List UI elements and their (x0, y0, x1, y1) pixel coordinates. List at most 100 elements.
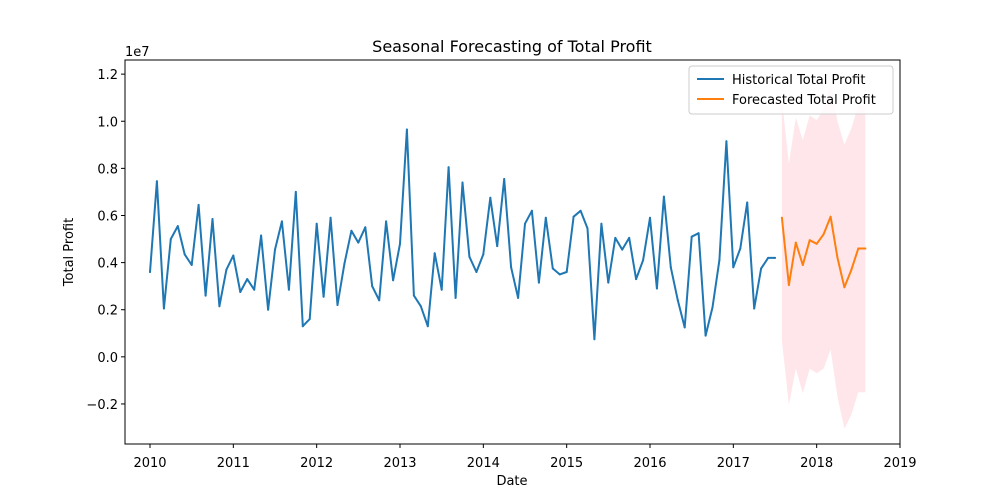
historical-data-point (586, 227, 589, 230)
y-tick-label: 1.2 (97, 68, 118, 83)
forecast-data-point (850, 268, 853, 271)
historical-data-point (371, 285, 374, 288)
historical-data-point (635, 278, 638, 281)
historical-data-point (405, 128, 408, 131)
x-tick-label: 2012 (300, 456, 333, 471)
historical-data-point (149, 271, 151, 273)
historical-data-point (350, 229, 353, 232)
historical-data-point (503, 178, 506, 180)
legend-label-historical: Historical Total Profit (732, 73, 865, 88)
historical-data-point (676, 299, 679, 302)
forecast-data-point (857, 247, 860, 250)
historical-data-point (732, 266, 735, 269)
historical-data-point (760, 267, 763, 270)
historical-data-point (746, 201, 749, 204)
y-tick-label: 0.6 (97, 209, 118, 224)
historical-data-point (433, 252, 436, 255)
forecast-data-point (808, 239, 811, 242)
x-tick-label: 2016 (633, 456, 666, 471)
historical-data-point (232, 254, 235, 257)
historical-data-point (412, 294, 415, 297)
historical-data-point (739, 247, 742, 250)
forecast-data-point (794, 241, 797, 244)
historical-data-point (169, 238, 172, 240)
forecast-data-point (780, 216, 783, 219)
historical-data-point (426, 325, 429, 328)
historical-data-point (260, 234, 263, 237)
historical-data-point (558, 273, 561, 276)
forecast-data-point (843, 286, 846, 289)
forecast-data-point (822, 233, 825, 236)
historical-data-point (336, 304, 339, 306)
x-tick-label: 2013 (383, 456, 416, 471)
historical-data-point (683, 326, 686, 329)
historical-data-point (204, 294, 207, 297)
historical-data-point (711, 306, 714, 309)
historical-data-point (461, 181, 464, 184)
historical-data-point (190, 264, 193, 266)
historical-data-point (753, 307, 756, 310)
forecast-data-point (801, 264, 804, 266)
historical-data-point (364, 226, 367, 229)
historical-data-point (343, 262, 346, 265)
historical-data-point (315, 222, 318, 225)
historical-profit-line (149, 128, 776, 341)
historical-data-point (482, 253, 485, 256)
historical-data-point (607, 281, 610, 284)
historical-data-point (183, 253, 186, 256)
historical-data-point (267, 308, 270, 311)
historical-data-point (662, 195, 665, 198)
y-tick-label: −0.2 (86, 398, 118, 413)
x-tick-label: 2011 (217, 456, 250, 471)
historical-data-point (579, 209, 582, 212)
historical-data-point (322, 295, 325, 298)
historical-data-point (593, 338, 596, 341)
historical-data-point (253, 288, 256, 291)
x-tick-label: 2015 (550, 456, 583, 471)
historical-data-point (537, 281, 540, 284)
y-tick-label: 0.2 (97, 304, 118, 319)
historical-data-point (447, 166, 450, 169)
historical-data-point (544, 216, 547, 219)
forecast-data-point (787, 284, 790, 286)
historical-data-point (329, 216, 332, 219)
x-tick-label: 2014 (467, 456, 500, 471)
historical-data-point (246, 278, 249, 281)
historical-data-point (655, 287, 658, 290)
historical-data-point (357, 241, 360, 244)
historical-data-point (399, 242, 401, 245)
forecast-data-point (864, 247, 867, 250)
historical-data-point (489, 196, 492, 199)
historical-data-point (385, 220, 388, 223)
y-axis-ticks: −0.2 0.0 0.2 0.4 0.6 0.8 1.0 1.2 (86, 68, 125, 413)
historical-data-point (454, 296, 457, 299)
historical-data-point (572, 215, 575, 218)
x-axis-ticks: 2010 2011 2012 2013 2014 2015 2016 2017 2018 2019 (133, 444, 917, 471)
confidence-interval-band (781, 83, 866, 429)
y-offset-label: 1e7 (125, 45, 150, 60)
historical-data-point (419, 305, 422, 308)
historical-data-point (468, 255, 471, 258)
historical-data-point (308, 318, 311, 321)
historical-data-point (718, 259, 721, 262)
historical-data-point (628, 236, 631, 239)
historical-data-point (510, 266, 513, 269)
chart-title: Seasonal Forecasting of Total Profit (372, 37, 652, 56)
x-tick-label: 2017 (717, 456, 750, 471)
historical-data-point (697, 232, 700, 235)
historical-data-point (197, 203, 200, 206)
historical-data-point (565, 271, 568, 273)
x-axis-title: Date (496, 474, 527, 489)
historical-data-point (392, 279, 395, 282)
forecast-data-point (836, 256, 839, 259)
plot-frame (124, 59, 901, 445)
historical-data-point (649, 216, 651, 219)
y-tick-label: 0.0 (97, 351, 118, 366)
y-tick-label: 0.8 (97, 162, 118, 177)
historical-data-point (287, 288, 290, 291)
forecast-data-point (815, 242, 818, 245)
historical-data-point (551, 267, 554, 270)
historical-data-point (211, 218, 214, 220)
historical-data-point (440, 288, 443, 291)
y-tick-label: 1.0 (97, 115, 118, 130)
